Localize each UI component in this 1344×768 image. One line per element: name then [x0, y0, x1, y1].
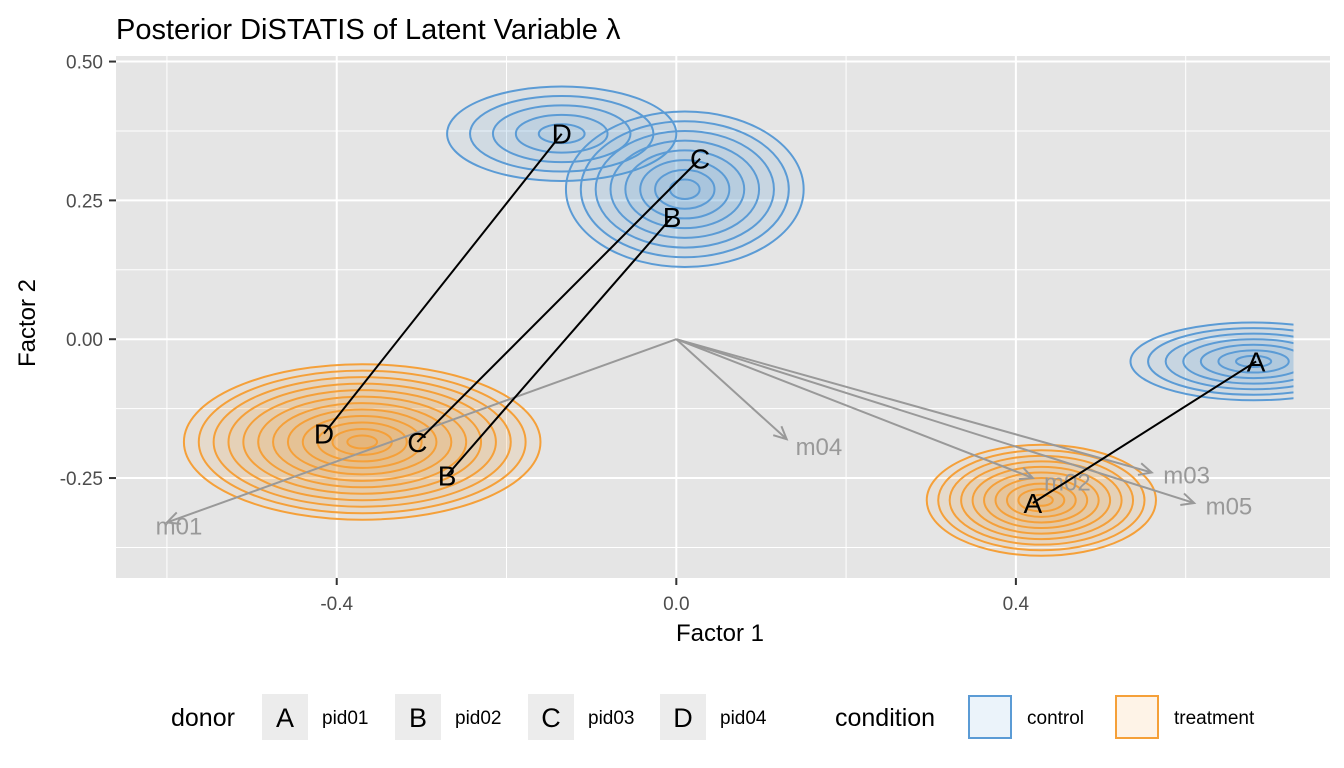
variable-arrow-m04: [675, 338, 788, 440]
control-density-contour: [1129, 321, 1294, 402]
treatment-density-contour: [983, 471, 1100, 530]
donor-label-pid04-control: D: [552, 119, 572, 150]
legend-donor-key-letter: A: [276, 703, 294, 733]
control-density-contour: [668, 178, 701, 200]
y-axis-title: Factor 2: [14, 279, 41, 367]
legend-donor-title: donor: [171, 704, 235, 732]
legend-condition-label: control: [1027, 708, 1084, 729]
donor-label-pid03-control: C: [690, 144, 710, 175]
control-density-region: [1129, 321, 1294, 402]
legend-donor-key-pid02: [395, 694, 441, 740]
y-tick-label: 0.00: [66, 330, 103, 351]
treatment-density-contour: [197, 369, 527, 515]
legend-condition-key-bg: [1115, 695, 1159, 739]
donor-segment-pid03: [416, 158, 701, 443]
control-density-contour: [564, 110, 805, 269]
legend-donor-label: pid04: [720, 708, 767, 729]
variable-arrow-m01: [166, 338, 677, 524]
y-tick-label: -0.25: [60, 469, 103, 490]
legend-donor-key-letter: C: [541, 703, 561, 733]
legend-donor-label: pid03: [588, 708, 635, 729]
control-density-contour: [654, 168, 716, 210]
donor-label-pid04-treatment: D: [314, 419, 334, 450]
legend-condition-key-control: [968, 695, 1012, 739]
treatment-density-contour: [937, 449, 1146, 552]
variable-arrowhead-m01: [164, 511, 181, 525]
donor-label-pid02-control: B: [663, 202, 682, 233]
treatment-density-contour: [1028, 493, 1054, 507]
grid-lines: [116, 56, 1330, 578]
variable-label-m04: m04: [796, 434, 843, 461]
treatment-density-contour: [242, 389, 483, 495]
variable-label-m03: m03: [1163, 463, 1210, 490]
x-tick-label: 0.4: [1003, 594, 1030, 615]
variable-arrowhead-m02: [1018, 467, 1036, 481]
variable-label-m05: m05: [1206, 494, 1253, 521]
axes: -0.4 0.0 0.4 0.50 0.25 0.00 -0.25: [60, 53, 1030, 615]
x-tick-label: 0.0: [663, 594, 689, 615]
control-density-contour: [609, 139, 761, 239]
legend-donor-key-pid04: [660, 694, 706, 740]
legend-donor-label: pid02: [455, 708, 502, 729]
treatment-density-contour: [272, 402, 453, 482]
treatment-density-contour: [971, 465, 1112, 535]
donor-label-pid03-treatment: C: [407, 427, 427, 458]
legend-donor-key-letter: B: [409, 703, 427, 733]
variable-arrow-m02: [675, 338, 1034, 479]
treatment-density-contour: [994, 477, 1089, 524]
control-density-contour: [1199, 343, 1294, 380]
donor-segments: [323, 133, 1257, 504]
variable-label-m01: m01: [156, 514, 203, 541]
y-tick-label: 0.25: [66, 191, 103, 212]
legend-condition-key-bg: [968, 695, 1012, 739]
control-density-contour: [1235, 354, 1273, 368]
donor-segment-pid02: [446, 216, 673, 476]
control-density-region: [564, 110, 805, 269]
legend-donor-key-letter: D: [673, 703, 693, 733]
chart-title: Posterior DiSTATIS of Latent Variable λ: [116, 14, 621, 46]
donor-segment-pid04: [323, 133, 563, 435]
variable-arrow-m05: [676, 338, 1195, 504]
x-axis-title: Factor 1: [676, 620, 764, 647]
treatment-density-contour: [182, 363, 542, 521]
variable-arrowhead-m05: [1180, 492, 1197, 507]
variable-arrowhead-m03: [1137, 462, 1154, 476]
treatment-density-contour: [316, 421, 408, 463]
x-tick-label: -0.4: [320, 594, 353, 615]
legend-condition-items: control treatment: [968, 695, 1255, 739]
legend-donor-key-pid03: [528, 694, 574, 740]
y-tick-label: 0.50: [66, 53, 103, 74]
legend-condition-key-treatment: [1115, 695, 1159, 739]
treatment-density-contour: [301, 415, 423, 469]
treatment-density-contour: [346, 434, 379, 450]
control-density-contour: [1217, 349, 1290, 374]
control-density-contour: [639, 159, 731, 220]
donor-label-pid01-control: A: [1247, 346, 1266, 377]
control-density-contour: [624, 149, 746, 230]
density-contours: [182, 85, 1294, 557]
treatment-density-contour: [227, 382, 497, 502]
donor-label-pid01-treatment: A: [1024, 488, 1043, 519]
legend-condition-label: treatment: [1174, 708, 1255, 729]
donor-label-pid02-treatment: B: [438, 460, 457, 491]
legend-condition-title: condition: [835, 704, 935, 732]
variable-arrowhead-m04: [772, 425, 789, 441]
legend-donor-label: pid01: [322, 708, 369, 729]
variable-arrow-m03: [676, 338, 1152, 474]
donor-segment-pid01: [1032, 360, 1257, 504]
treatment-density-contour: [286, 408, 438, 476]
treatment-density-region: [925, 443, 1157, 557]
treatment-density-contour: [948, 454, 1135, 546]
legend-donor-key-pid01: [262, 694, 308, 740]
treatment-density-region: [182, 363, 542, 521]
treatment-density-contour: [1017, 488, 1066, 513]
